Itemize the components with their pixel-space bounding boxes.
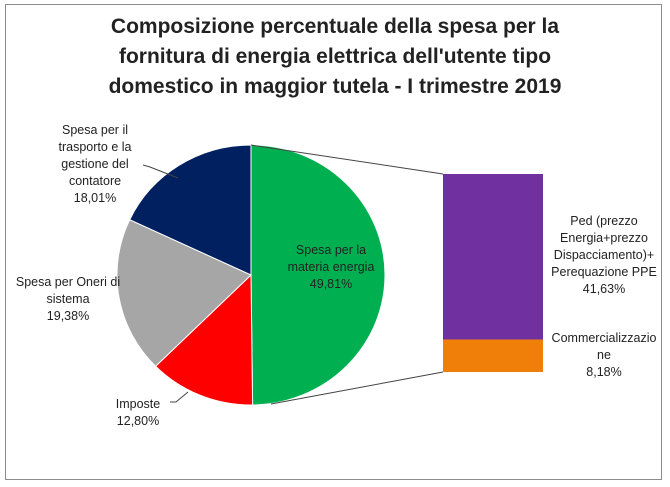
slice-materia-energia	[250, 144, 386, 406]
label-commercializzazione: Commercializzazio ne 8,18%	[552, 331, 657, 379]
chart-title: Composizione percentuale della spesa per…	[0, 12, 670, 102]
slice-oneri-sistema	[116, 219, 252, 367]
bar-segment-ped	[443, 174, 543, 340]
title-line-3: domestico in maggior tutela - I trimestr…	[108, 75, 562, 98]
connector-line-top	[250, 144, 444, 175]
slice-imposte	[154, 273, 254, 406]
title-line-1: Composizione percentuale della spesa per…	[110, 15, 560, 38]
slice-trasporto	[129, 144, 252, 276]
label-trasporto: Spesa per il trasporto e la gestione del co…	[59, 123, 132, 205]
bar-segment-commercializzazione	[443, 339, 543, 372]
label-oneri-sistema: Spesa per Oneri di sistema 19,38%	[16, 275, 120, 323]
label-materia-energia: Spesa per la materia energia 49,81%	[288, 243, 375, 291]
leader-line-trasporto	[142, 164, 179, 179]
label-imposte: Imposte 12,80%	[116, 397, 161, 428]
leader-line-imposte	[170, 391, 189, 403]
title-line-2: fornitura di energia elettrica dell'uten…	[118, 45, 552, 68]
label-ped: Ped (prezzo Energia+prezzo Dispacciamento)…	[551, 214, 657, 296]
connector-line-bottom	[270, 371, 444, 405]
